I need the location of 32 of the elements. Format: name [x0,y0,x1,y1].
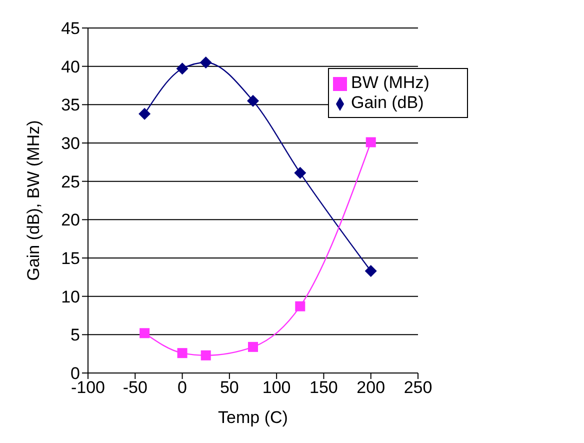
point [248,342,258,352]
point [366,137,376,148]
y-tick-label: 5 [70,326,80,345]
x-tick-label: 150 [310,378,338,398]
y-tick-label: 25 [61,172,80,192]
legend-label: Gain (dB) [351,93,424,112]
point [176,62,188,75]
point [364,265,377,278]
point [200,350,211,360]
y-tick-label: 45 [61,19,80,38]
y-axis-title: Gain (dB), BW (MHz) [24,120,44,281]
y-tick-label: 30 [61,134,80,154]
y-tick-label: 10 [61,287,80,306]
x-tick-label: 50 [220,378,239,398]
x-axis-title: Temp (C) [218,408,288,427]
y-tick-label: 20 [61,210,80,230]
x-tick-label: 250 [404,378,432,398]
y-tick-label: 15 [61,249,80,268]
point [294,166,306,179]
point [295,301,306,312]
x-tick-label: 200 [356,378,386,398]
point [247,94,259,107]
x-tick-label: 100 [262,378,291,398]
point [140,328,150,338]
point [138,108,151,120]
point [177,348,188,358]
x-tick-label: -50 [122,378,148,398]
legend-label: BW (MHz) [351,73,430,92]
y-tick-label: 35 [61,96,80,115]
x-tick-label: 0 [178,378,188,398]
y-tick-label: 40 [61,57,80,76]
point [200,56,212,68]
